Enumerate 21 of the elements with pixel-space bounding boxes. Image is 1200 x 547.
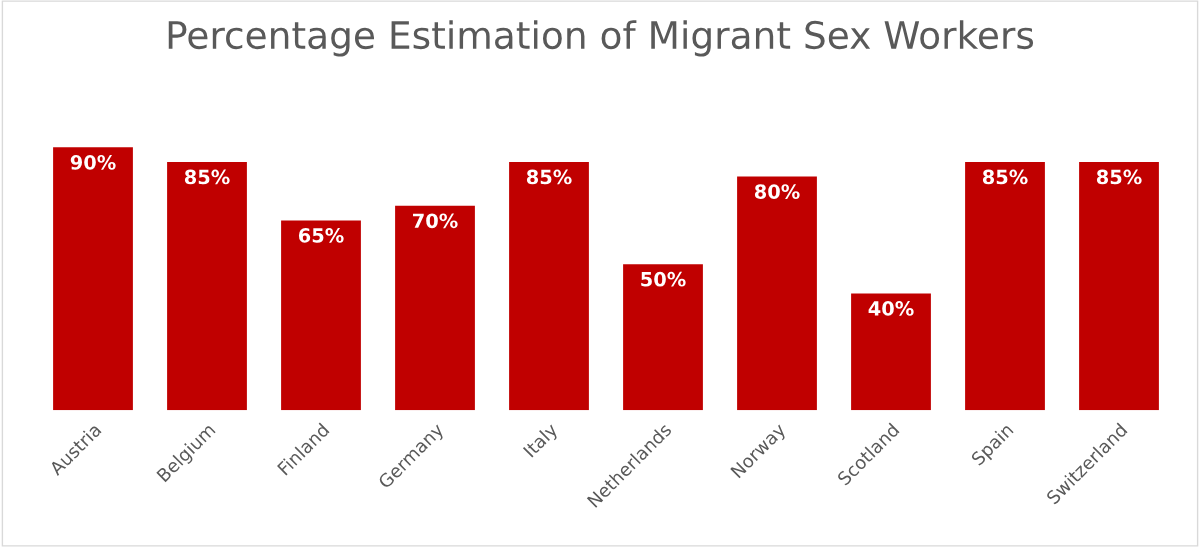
bar <box>1079 161 1159 411</box>
data-label: 40% <box>868 301 914 316</box>
data-label: 90% <box>70 155 116 170</box>
bar <box>53 147 133 411</box>
bar <box>167 161 247 411</box>
data-label: 85% <box>982 169 1028 185</box>
data-label: 65% <box>298 228 344 243</box>
bar <box>623 264 703 411</box>
data-label: 85% <box>184 169 230 185</box>
data-label: 80% <box>754 184 800 199</box>
chart-title: Percentage Estimation of Migrant Sex Workers <box>168 20 1034 57</box>
bar <box>509 161 589 411</box>
bar <box>851 293 931 411</box>
data-label: 85% <box>526 169 572 185</box>
data-label: 70% <box>413 213 458 229</box>
bar <box>965 161 1045 411</box>
data-label: 85% <box>1096 169 1142 185</box>
bar <box>737 176 817 411</box>
bar <box>281 220 361 411</box>
bar <box>395 205 475 411</box>
data-label: 50% <box>641 271 686 287</box>
